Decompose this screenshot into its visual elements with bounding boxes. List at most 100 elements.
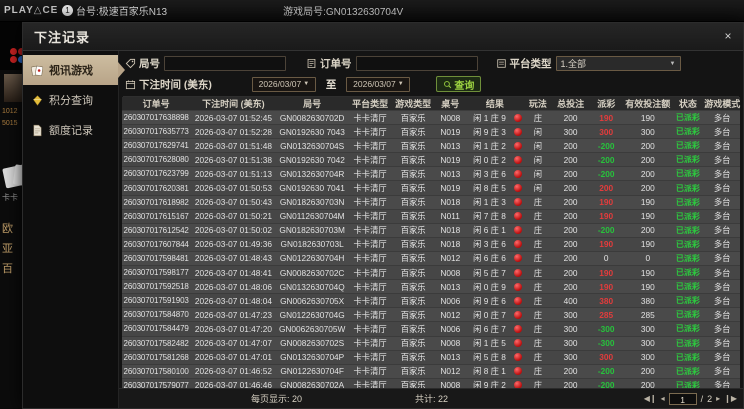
sidebar-item-points-query[interactable]: 积分查询: [23, 85, 118, 115]
col-round-no[interactable]: 局号: [276, 97, 348, 111]
cell-bet-time: 2026-03-07 01:51:48: [190, 138, 277, 154]
last-page-icon[interactable]: ❙▶: [724, 394, 737, 403]
cell-game-mode: 多台: [704, 223, 740, 238]
cell-game-type: 百家乐: [392, 307, 434, 323]
sidebar: 视讯游戏 积分查询 额度记录: [23, 51, 125, 408]
cell-payout: 285: [588, 307, 625, 323]
table-row[interactable]: 260307017580100 2026-03-07 01:46:52 GN0122…: [122, 364, 740, 379]
next-page-icon[interactable]: ▸: [716, 394, 721, 403]
table-row[interactable]: 260307017623799 2026-03-07 01:51:13 GN0132…: [122, 166, 740, 182]
col-game-type[interactable]: 游戏类型: [392, 97, 434, 111]
sidebar-item-credit-records[interactable]: 额度记录: [23, 115, 118, 145]
user-id-label: 1012: [2, 108, 18, 115]
col-order-no[interactable]: 订单号: [122, 97, 191, 111]
table-row[interactable]: 260307017615167 2026-03-07 01:50:21 GN0112…: [122, 209, 740, 224]
cell-bet-option: 庄: [523, 209, 553, 224]
cell-game-mode: 多台: [704, 378, 740, 388]
cell-desk-no: N018: [433, 195, 467, 210]
close-icon[interactable]: ×: [724, 29, 732, 43]
filter-panel: 局号 订单号: [119, 51, 743, 96]
table-row[interactable]: 260307017579077 2026-03-07 01:46:46 GN0082…: [122, 378, 740, 388]
cell-order-no: 260307017638898: [122, 110, 191, 126]
table-row[interactable]: 260307017612542 2026-03-07 01:50:02 GN0182…: [122, 223, 740, 238]
col-valid-bet[interactable]: 有效投注额: [624, 97, 672, 111]
cell-order-no: 260307017592518: [122, 279, 191, 295]
platform-select[interactable]: 1.全部 ▼: [555, 56, 681, 71]
cell-result: 闲 3 庄 6: [466, 166, 524, 182]
cell-bet-option: 庄: [523, 279, 553, 295]
col-platform-type[interactable]: 平台类型: [347, 97, 393, 111]
result-text: 闲 1 庄 5: [473, 338, 506, 349]
cell-desk-no: N008: [433, 110, 467, 126]
table-row[interactable]: 260307017591903 2026-03-07 01:48:04 GN0062…: [122, 293, 740, 309]
cell-desk-no: N006: [433, 321, 467, 337]
table-row[interactable]: 260307017584479 2026-03-07 01:47:20 GN0062…: [122, 321, 740, 337]
order-input[interactable]: [355, 56, 478, 71]
cell-game-type: 百家乐: [392, 223, 434, 238]
table-row[interactable]: 260307017607844 2026-03-07 01:49:36 GN0182…: [122, 237, 740, 252]
cell-order-no: 260307017581268: [122, 350, 191, 365]
cell-valid-bet: 380: [624, 293, 672, 309]
col-desk-no[interactable]: 桌号: [433, 97, 467, 111]
col-game-mode[interactable]: 游戏模式: [704, 97, 741, 111]
cell-platform-type: 卡卡清厅: [347, 166, 393, 182]
tag-icon: [125, 58, 136, 69]
page-number-input[interactable]: 1: [668, 392, 697, 405]
cell-total-bet: 200: [552, 378, 589, 388]
table-row[interactable]: 260307017581268 2026-03-07 01:47:01 GN0132…: [122, 350, 740, 365]
table-row[interactable]: 260307017629741 2026-03-07 01:51:48 GN0132…: [122, 138, 740, 154]
table-row[interactable]: 260307017618982 2026-03-07 01:50:43 GN0182…: [122, 195, 740, 210]
cell-bet-option: 庄: [523, 336, 553, 351]
cell-game-type: 百家乐: [392, 293, 434, 309]
cell-game-mode: 多台: [704, 195, 740, 210]
cell-desk-no: N008: [433, 336, 467, 351]
col-bet-time[interactable]: 下注时间 (美东): [190, 97, 277, 111]
cell-game-mode: 多台: [704, 321, 740, 337]
cell-desk-no: N008: [433, 265, 467, 281]
result-text: 闲 1 庄 2: [473, 140, 506, 151]
cell-total-bet: 200: [552, 251, 589, 267]
result-text: 闲 6 庄 7: [473, 323, 506, 334]
col-bet-option[interactable]: 玩法: [523, 97, 553, 111]
cell-payout: -200: [588, 223, 625, 238]
cell-game-mode: 多台: [704, 124, 740, 140]
result-text: 闲 6 庄 6: [473, 253, 506, 264]
cell-payout: 190: [588, 195, 625, 210]
cell-valid-bet: 200: [624, 138, 672, 154]
table-row[interactable]: 260307017598481 2026-03-07 01:48:43 GN0122…: [122, 251, 740, 267]
date-to-picker[interactable]: 2026/03/07 ▼: [346, 76, 411, 92]
prev-page-icon[interactable]: ◂: [660, 394, 665, 403]
col-status[interactable]: 状态: [671, 97, 705, 111]
date-from-picker[interactable]: 2026/03/07 ▼: [251, 76, 316, 92]
result-text: 闲 9 庄 6: [473, 295, 506, 306]
sidebar-item-video-games[interactable]: 视讯游戏: [23, 55, 125, 85]
query-button[interactable]: 查询: [436, 76, 482, 92]
cards-icon: [31, 65, 44, 76]
cell-round-no: GN0082630702A: [276, 378, 348, 388]
col-total-bet[interactable]: 总投注: [552, 97, 589, 111]
cell-order-no: 260307017582482: [122, 336, 191, 351]
cell-valid-bet: 190: [624, 110, 672, 126]
table-row[interactable]: 260307017635773 2026-03-07 01:52:28 GN0192…: [122, 124, 740, 140]
col-result[interactable]: 结果: [466, 97, 524, 111]
list-icon: [496, 59, 506, 68]
cell-status: 已派彩: [671, 251, 705, 267]
col-payout[interactable]: 派彩: [588, 97, 625, 111]
cell-round-no: GN0082630702D: [276, 110, 348, 126]
table-row[interactable]: 260307017592518 2026-03-07 01:48:06 GN0132…: [122, 279, 740, 295]
cell-valid-bet: 200: [624, 152, 672, 168]
chevron-down-icon: ▼: [303, 81, 310, 87]
round-input[interactable]: [164, 56, 286, 71]
table-row[interactable]: 260307017638898 2026-03-07 01:52:45 GN0082…: [122, 110, 740, 126]
table-row[interactable]: 260307017628080 2026-03-07 01:51:38 GN0192…: [122, 152, 740, 168]
date-from-value: 2026/03/07: [258, 79, 302, 89]
side-item-0: 欧: [2, 223, 13, 235]
table-row[interactable]: 260307017584870 2026-03-07 01:47:23 GN0122…: [122, 307, 740, 323]
table-name-label: 台号:极速百家乐N13: [76, 7, 168, 18]
table-row[interactable]: 260307017582482 2026-03-07 01:47:07 GN0082…: [122, 336, 740, 351]
table-row[interactable]: 260307017598177 2026-03-07 01:48:41 GN0082…: [122, 265, 740, 281]
cell-bet-time: 2026-03-07 01:48:06: [190, 279, 277, 295]
table-row[interactable]: 260307017620381 2026-03-07 01:50:53 GN0192…: [122, 180, 740, 196]
first-page-icon[interactable]: ◀❙: [643, 394, 657, 403]
cell-order-no: 260307017584870: [122, 307, 191, 323]
